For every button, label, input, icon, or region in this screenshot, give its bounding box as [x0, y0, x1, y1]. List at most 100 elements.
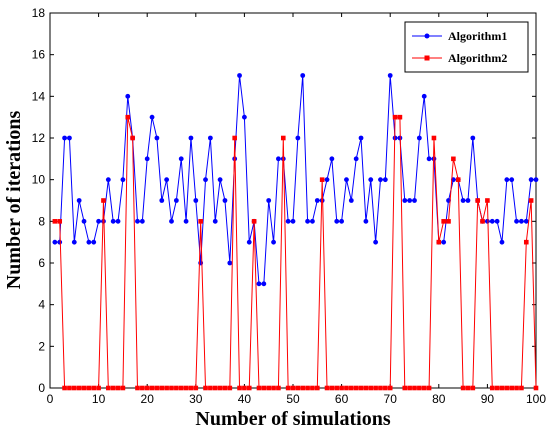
data-point [120, 385, 126, 391]
series-layer [52, 73, 539, 391]
data-point [324, 385, 330, 391]
data-point [212, 218, 218, 224]
data-point [52, 219, 58, 224]
data-point [402, 198, 408, 203]
data-point [271, 239, 276, 245]
data-point [460, 198, 466, 203]
data-point [242, 114, 247, 120]
data-point [489, 218, 495, 224]
data-point [207, 135, 213, 141]
data-point [344, 177, 349, 183]
y-tick-label: 18 [32, 6, 46, 20]
data-point [101, 218, 106, 224]
x-axis-label: Number of simulations [195, 408, 390, 430]
data-point [334, 385, 340, 391]
data-point [86, 239, 92, 245]
data-point [329, 385, 335, 391]
data-point [514, 218, 519, 224]
data-point [125, 93, 131, 99]
data-point [110, 218, 116, 224]
data-point [130, 135, 135, 141]
data-point [353, 156, 359, 162]
legend-label-algorithm2: Algorithm2 [448, 51, 507, 65]
data-point [140, 385, 145, 391]
data-point [455, 177, 461, 182]
x-tick-label: 10 [92, 392, 106, 406]
data-point [348, 198, 354, 203]
data-point [426, 385, 432, 391]
data-point [193, 198, 199, 203]
data-point [115, 385, 121, 391]
data-point [72, 385, 77, 391]
data-point [217, 385, 223, 391]
plot-area [49, 12, 537, 389]
data-point [310, 385, 315, 391]
y-tick-label: 16 [32, 48, 46, 62]
data-point [280, 135, 286, 141]
data-point [412, 385, 417, 391]
y-tick-label: 10 [32, 173, 46, 187]
x-tick-label: 70 [384, 392, 398, 406]
data-point [290, 218, 296, 224]
data-point [519, 218, 524, 224]
data-point [300, 385, 306, 391]
data-point [159, 198, 165, 203]
data-point [169, 385, 174, 391]
data-point [436, 239, 442, 245]
data-point [465, 385, 471, 391]
y-tick-label: 6 [38, 256, 45, 270]
data-point [76, 385, 82, 391]
data-point [91, 385, 97, 391]
data-point [125, 114, 131, 120]
data-point [339, 385, 344, 391]
data-point [242, 385, 247, 391]
legend-label-algorithm1: Algorithm1 [448, 29, 507, 43]
data-point [387, 73, 393, 78]
data-point [485, 198, 490, 203]
data-point [212, 385, 218, 391]
data-point [499, 239, 505, 245]
data-point [470, 135, 476, 141]
data-point [135, 218, 140, 224]
data-point [237, 385, 242, 391]
axis-ticks: 0 10 20 30 40 50 60 70 80 90 100 0 2 4 6 8 10 12 14 16 18 [32, 6, 547, 406]
data-point [523, 239, 529, 245]
data-point [120, 177, 126, 183]
data-point [178, 156, 184, 162]
data-point [193, 385, 199, 391]
data-point [421, 93, 427, 99]
legend-marker-algorithm1 [424, 33, 430, 39]
series-line-algorithm2 [54, 116, 537, 389]
data-point [261, 281, 267, 287]
data-point [232, 135, 237, 141]
y-tick-label: 14 [32, 89, 46, 103]
data-point [382, 177, 388, 183]
data-point [271, 385, 276, 391]
data-point [494, 218, 500, 224]
data-point [266, 385, 271, 391]
data-point [314, 198, 320, 203]
data-point [115, 218, 121, 224]
data-point [290, 385, 296, 391]
data-point [246, 239, 252, 245]
data-point [373, 385, 378, 391]
data-point [383, 385, 388, 391]
data-point [363, 385, 369, 391]
data-point [276, 385, 281, 391]
data-point [86, 385, 92, 391]
data-point [67, 385, 72, 391]
data-point [57, 219, 63, 224]
data-point [96, 218, 101, 224]
data-point [402, 385, 408, 391]
data-point [412, 198, 417, 203]
data-point [154, 135, 160, 141]
data-point [305, 218, 310, 224]
data-point [509, 385, 514, 391]
x-tick-label: 60 [335, 392, 349, 406]
data-point [164, 385, 169, 391]
data-point [174, 385, 179, 391]
data-point [227, 385, 233, 391]
data-point [504, 385, 510, 391]
data-point [421, 385, 427, 391]
data-point [183, 218, 189, 224]
